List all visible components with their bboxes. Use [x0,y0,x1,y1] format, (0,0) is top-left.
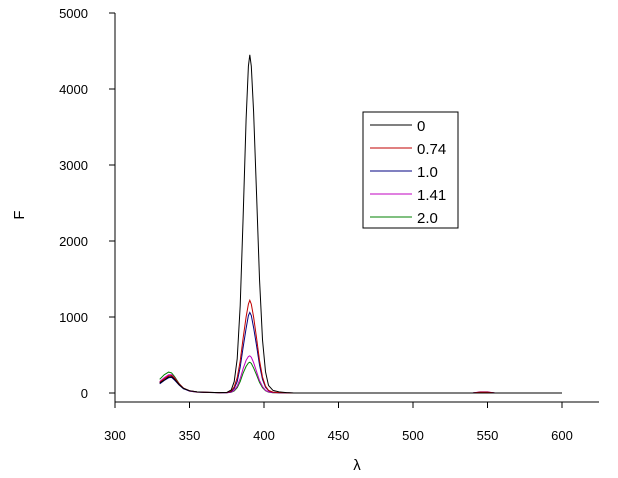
series-line-2-0 [159,361,562,394]
legend-label: 1.41 [417,187,446,204]
x-ticks: 300 350 400 450 500 550 600 [104,402,573,443]
x-tick-label: 400 [253,428,275,443]
y-tick-label: 1000 [59,310,88,325]
x-tick-label: 550 [477,428,499,443]
series-line-0 [159,54,562,394]
y-tick-label: 5000 [59,6,88,21]
x-tick-label: 450 [328,428,350,443]
y-tick-label: 3000 [59,158,88,173]
legend-entries: 0 0.74 1.0 1.41 2.0 [370,118,446,227]
y-tick-label: 0 [81,386,88,401]
legend-box [362,111,459,229]
x-axis-title: λ [353,457,361,474]
series-line-1-0 [159,311,562,394]
legend-label: 1.0 [417,164,438,181]
legend: 0 0.74 1.0 1.41 2.0 [362,111,459,229]
plot-lines [159,54,562,394]
x-tick-label: 500 [402,428,424,443]
legend-label: 0 [417,118,425,135]
x-tick-label: 350 [179,428,201,443]
y-ticks: 0 1000 2000 3000 4000 5000 [59,6,115,401]
x-tick-label: 300 [104,428,126,443]
series-line-1-41 [159,355,562,394]
series-line-0-74 [159,298,562,394]
y-tick-label: 2000 [59,234,88,249]
y-tick-label: 4000 [59,82,88,97]
axes: 300 350 400 450 500 550 600 0 1000 2000 3000 4000 5… [59,6,599,443]
x-tick-label: 600 [551,428,573,443]
legend-label: 2.0 [417,210,438,227]
legend-label: 0.74 [417,141,446,158]
y-axis-title: F [11,210,28,219]
